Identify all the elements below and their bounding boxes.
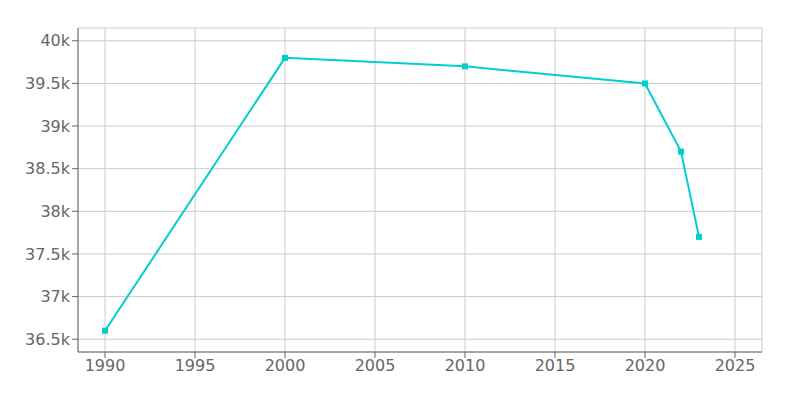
svg-text:1995: 1995 xyxy=(175,356,216,375)
svg-text:38.5k: 38.5k xyxy=(25,159,71,178)
svg-text:39k: 39k xyxy=(40,117,70,136)
svg-text:1990: 1990 xyxy=(85,356,126,375)
svg-text:2015: 2015 xyxy=(535,356,576,375)
svg-text:40k: 40k xyxy=(40,31,70,50)
svg-text:36.5k: 36.5k xyxy=(25,330,71,349)
svg-text:39.5k: 39.5k xyxy=(25,74,71,93)
svg-text:2025: 2025 xyxy=(715,356,756,375)
svg-text:37.5k: 37.5k xyxy=(25,245,71,264)
svg-text:2000: 2000 xyxy=(265,356,306,375)
svg-text:37k: 37k xyxy=(40,287,70,306)
svg-text:38k: 38k xyxy=(40,202,70,221)
svg-text:2010: 2010 xyxy=(445,356,486,375)
svg-text:2020: 2020 xyxy=(625,356,666,375)
svg-text:2005: 2005 xyxy=(355,356,396,375)
